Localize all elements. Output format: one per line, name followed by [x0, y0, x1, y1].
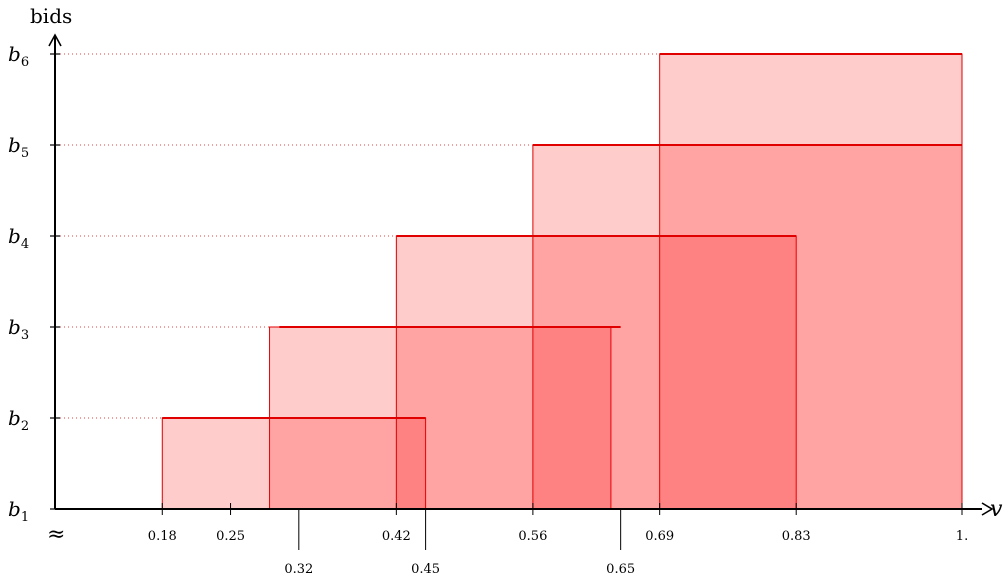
x-tick-label-0.45: 0.45	[411, 562, 440, 577]
guide-layer	[60, 53, 660, 419]
x-tick-label-1.: 1.	[956, 529, 968, 544]
y-tick-label-sub-5: 5	[21, 146, 29, 161]
y-tick-label-1: b1	[8, 497, 29, 525]
x-tick-label-0.65: 0.65	[606, 562, 635, 577]
y-tick-label-sub-2: 2	[21, 419, 29, 434]
y-tick-label-2: b2	[8, 406, 29, 434]
y-tick-label-3: b3	[8, 315, 29, 343]
x-tick-label-0.18: 0.18	[148, 529, 177, 544]
x-tick-label-0.56: 0.56	[518, 529, 547, 544]
x-tick-label-0.25: 0.25	[216, 529, 245, 544]
axes-layer	[48, 33, 994, 550]
fill-layer	[161, 53, 963, 510]
y-tick-label-sub-6: 6	[21, 55, 29, 70]
x-tick-label-0.42: 0.42	[382, 529, 411, 544]
x-tick-label-0.32: 0.32	[284, 562, 313, 577]
x-tick-label-0.83: 0.83	[782, 529, 811, 544]
x-axis-arrow	[981, 502, 994, 516]
y-axis-label: bids	[30, 4, 72, 28]
y-tick-label-sub-4: 4	[21, 237, 29, 252]
x-axis-label: v	[990, 497, 1003, 522]
x-tick-label-0.69: 0.69	[645, 529, 674, 544]
bid-region-rect-2	[161, 417, 427, 510]
bid-region-rect-6	[659, 53, 963, 510]
y-tick-label-sub-1: 1	[21, 510, 29, 525]
axis-break-symbol: ≈	[47, 522, 65, 547]
y-axis-arrow	[48, 33, 62, 47]
y-tick-label-4: b4	[8, 224, 29, 252]
y-tick-label-5: b5	[8, 133, 29, 161]
y-tick-label-sub-3: 3	[21, 328, 29, 343]
y-tick-label-6: b6	[8, 42, 29, 70]
